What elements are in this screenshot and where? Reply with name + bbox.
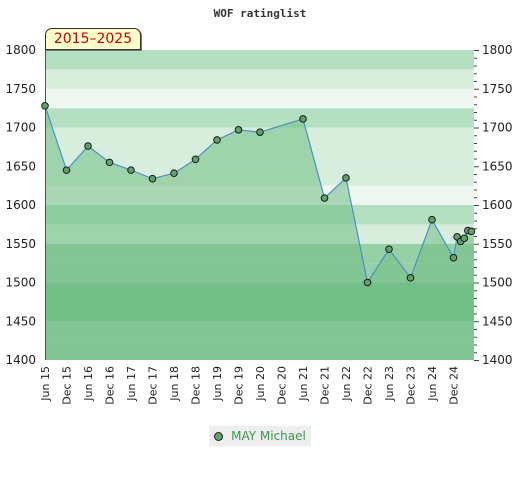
- data-point: [363, 278, 372, 287]
- data-point: [428, 215, 436, 224]
- y-axis-right: 1400 1450 1500 1550 1600 1650 1700 1750 1800: [474, 43, 513, 367]
- legend[interactable]: MAY Michael: [209, 426, 311, 446]
- data-point: [105, 158, 114, 167]
- period-badge: 2015–2025: [45, 28, 141, 50]
- x-tick-label: Jun 19: [211, 366, 224, 402]
- x-tick-label: Jun 20: [254, 366, 267, 402]
- y-tick-label-right: 1400: [482, 353, 513, 367]
- data-point: [148, 174, 157, 183]
- y-tick-label-right: 1800: [482, 43, 513, 57]
- x-tick-label: Jun 18: [168, 366, 181, 402]
- y-tick-label-right: 1750: [482, 82, 513, 96]
- x-tick-label: Dec 21: [319, 366, 332, 405]
- legend-marker-icon: [214, 431, 224, 441]
- data-point: [234, 126, 243, 134]
- band-1700: [45, 108, 474, 128]
- y-tick-label: 1550: [5, 237, 36, 251]
- x-tick-label: Dec 23: [405, 366, 418, 405]
- x-tick-label: Dec 19: [233, 366, 246, 405]
- x-tick-label: Jun 16: [82, 366, 95, 402]
- band-1750: [45, 69, 474, 89]
- data-point: [41, 102, 49, 110]
- x-tick-label: Dec 22: [362, 366, 375, 405]
- x-tick-label: Jun 24: [426, 366, 439, 402]
- data-point: [406, 274, 415, 282]
- data-point: [449, 253, 458, 262]
- data-point: [191, 155, 200, 164]
- y-tick-label: 1400: [5, 353, 36, 367]
- x-tick-label: Dec 17: [147, 366, 160, 405]
- y-tick-label: 1500: [5, 276, 36, 290]
- chart-title: WOF ratinglist: [214, 7, 307, 20]
- y-tick-label: 1700: [5, 121, 36, 135]
- legend-label: MAY Michael: [231, 429, 306, 443]
- y-tick-label-right: 1600: [482, 198, 513, 212]
- data-point: [460, 234, 469, 243]
- x-tick-label: Dec 20: [276, 366, 289, 405]
- x-tick-label: Jun 22: [340, 366, 353, 402]
- y-tick-label: 1600: [5, 198, 36, 212]
- x-tick-label: Dec 15: [61, 366, 74, 405]
- y-tick-label-right: 1550: [482, 237, 513, 251]
- band-1725: [45, 88, 474, 109]
- data-point: [467, 227, 476, 236]
- data-point: [299, 115, 307, 123]
- data-point: [256, 128, 264, 136]
- data-point: [342, 174, 350, 182]
- data-point: [84, 142, 92, 150]
- x-tick-label: Jun 21: [297, 366, 310, 402]
- data-point: [62, 166, 71, 174]
- y-tick-label: 1800: [5, 43, 36, 57]
- x-tick-label: Jun 15: [39, 366, 52, 402]
- x-tick-label: Jun 17: [125, 366, 138, 402]
- y-tick-label-right: 1700: [482, 121, 513, 135]
- y-tick-label: 1650: [5, 159, 36, 173]
- x-tick-label: Dec 18: [190, 366, 203, 405]
- data-point: [320, 194, 329, 202]
- data-point: [213, 136, 221, 144]
- y-tick-label-right: 1650: [482, 159, 513, 173]
- x-tick-label: Jun 23: [383, 366, 396, 402]
- rating-area-fill: [45, 105, 474, 360]
- data-point: [385, 245, 393, 253]
- y-tick-label: 1450: [5, 314, 36, 328]
- y-tick-label-right: 1500: [482, 276, 513, 290]
- y-tick-label-right: 1450: [482, 314, 513, 328]
- data-point: [170, 169, 178, 178]
- x-tick-label: Dec 16: [104, 366, 117, 405]
- x-tick-label: Dec 24: [448, 366, 461, 405]
- x-axis: Jun 15 Dec 15 Jun 16 Dec 16 Jun 17 Dec 17 Jun …: [39, 366, 461, 405]
- y-tick-label: 1750: [5, 82, 36, 96]
- data-points: [41, 102, 476, 287]
- band-1775: [45, 50, 474, 70]
- data-point: [127, 166, 135, 174]
- y-axis-left: 1400 1450 1500 1550 1600 1650 1700 1750 1800: [5, 43, 36, 367]
